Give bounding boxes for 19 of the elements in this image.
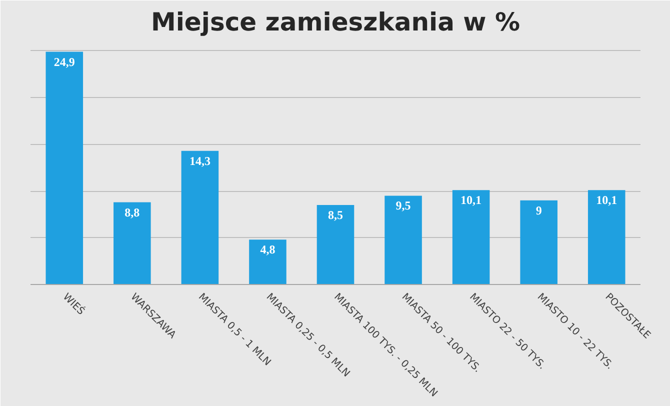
chart-title: Miejsce zamieszkania w % <box>150 8 520 36</box>
bar <box>181 150 219 284</box>
bar <box>588 190 626 284</box>
bar <box>520 200 558 284</box>
data-label: 10,1 <box>460 193 482 208</box>
data-label: 24,9 <box>54 54 75 69</box>
data-label: 10,1 <box>596 193 618 208</box>
bar <box>114 202 151 284</box>
data-label: 14,3 <box>189 154 210 168</box>
bar <box>384 196 422 284</box>
bar <box>249 240 286 284</box>
data-label: 9 <box>536 203 542 218</box>
bar <box>452 190 490 284</box>
data-label: 8,8 <box>124 205 140 220</box>
data-label: 4,8 <box>260 242 276 257</box>
data-label: 8,5 <box>328 208 343 222</box>
bar <box>316 205 354 284</box>
data-label: 9,5 <box>396 198 411 213</box>
bar <box>46 52 84 284</box>
